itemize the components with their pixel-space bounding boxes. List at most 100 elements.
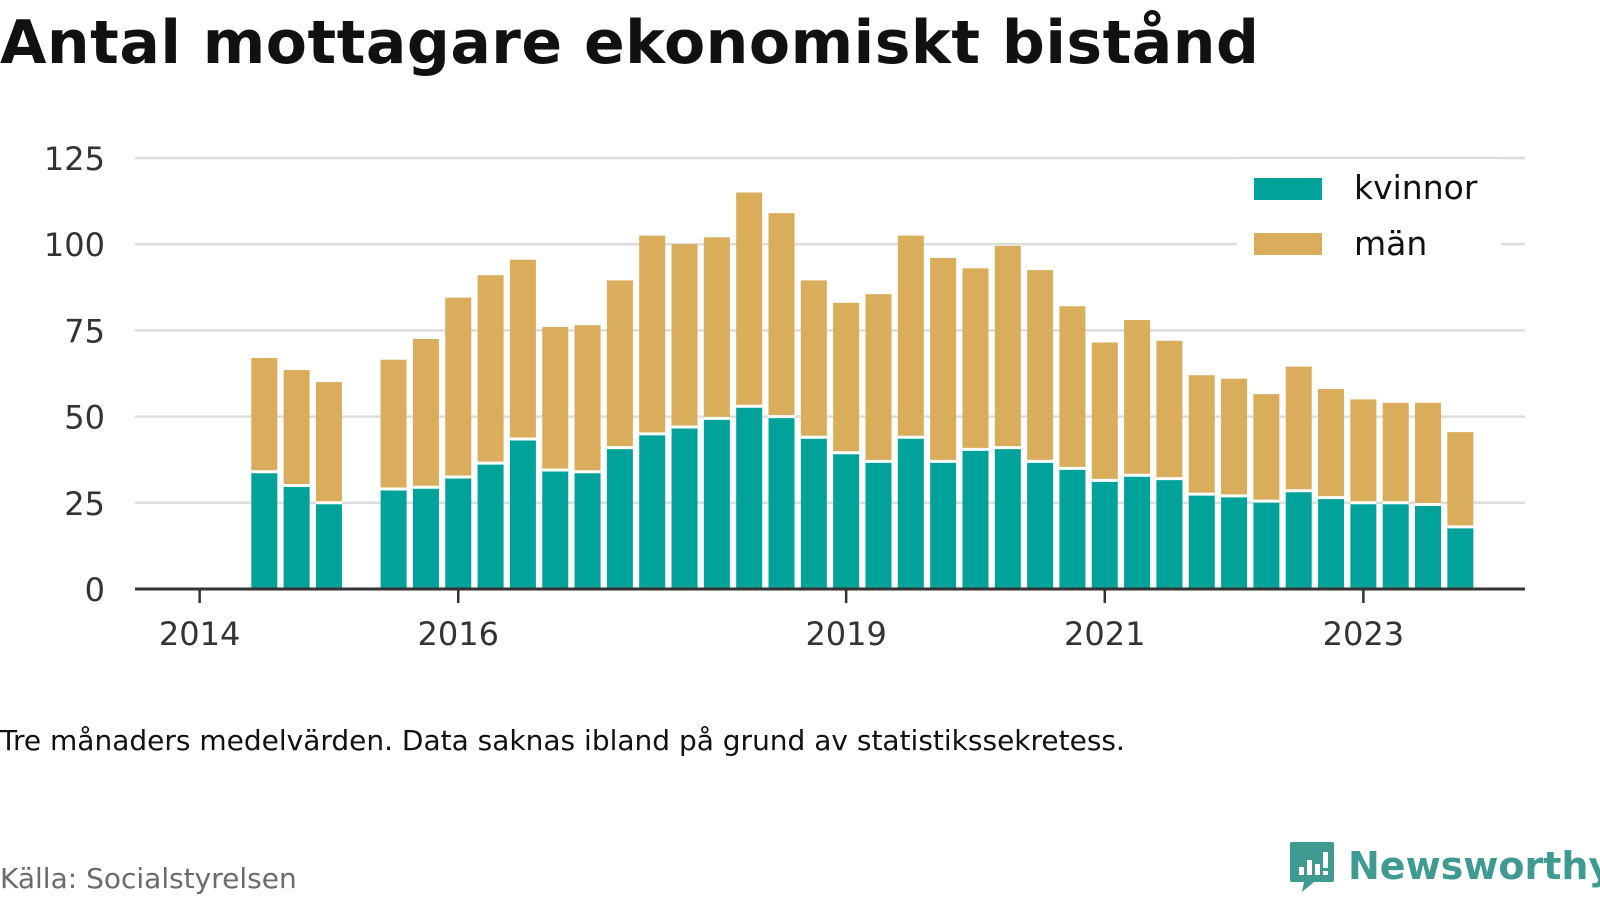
legend: kvinnor män bbox=[1237, 159, 1501, 267]
bar-kvinnor bbox=[930, 461, 957, 589]
bar-kvinnor bbox=[1221, 495, 1248, 589]
bar-kvinnor bbox=[639, 433, 666, 589]
bar-man bbox=[1285, 366, 1312, 491]
bar-man bbox=[509, 259, 536, 440]
legend-label-kvinnor: kvinnor bbox=[1354, 168, 1478, 207]
bar-kvinnor bbox=[574, 471, 601, 589]
bar-man bbox=[639, 235, 666, 434]
bar-kvinnor bbox=[994, 447, 1021, 589]
y-tick-label: 0 bbox=[85, 571, 105, 609]
bar-kvinnor bbox=[736, 406, 763, 589]
bar-kvinnor bbox=[1124, 475, 1151, 589]
x-tick-label: 2014 bbox=[159, 615, 240, 653]
bar-kvinnor bbox=[962, 449, 989, 589]
x-tick-label: 2023 bbox=[1323, 615, 1404, 653]
bar-kvinnor bbox=[1318, 497, 1345, 589]
bar-kvinnor bbox=[800, 437, 827, 589]
bar-kvinnor bbox=[477, 463, 504, 589]
brand-name: Newsworthy bbox=[1348, 844, 1600, 888]
newsworthy-logo-icon bbox=[1290, 842, 1334, 892]
bar-chart: 0 25 50 75 100 125 2014 2016 2019 2021 2023 kvinn… bbox=[44, 140, 1525, 653]
bar-man bbox=[736, 192, 763, 407]
bar-man bbox=[1221, 378, 1248, 496]
bar-kvinnor bbox=[315, 502, 342, 589]
x-tick-label: 2019 bbox=[805, 615, 886, 653]
y-axis: 0 25 50 75 100 125 bbox=[44, 140, 105, 609]
bar-man bbox=[1382, 402, 1409, 503]
bar-kvinnor bbox=[1059, 468, 1086, 589]
bar-man bbox=[574, 325, 601, 472]
bar-man bbox=[542, 326, 569, 471]
y-tick-label: 25 bbox=[64, 485, 105, 523]
bar-kvinnor bbox=[380, 489, 407, 589]
x-tick-label: 2021 bbox=[1064, 615, 1145, 653]
bar-man bbox=[1188, 375, 1215, 495]
bar-kvinnor bbox=[1415, 504, 1442, 589]
footnote: Tre månaders medelvärden. Data saknas ib… bbox=[0, 724, 1125, 757]
bar-kvinnor bbox=[1027, 461, 1054, 589]
bar-man bbox=[994, 245, 1021, 448]
legend-label-man: män bbox=[1354, 224, 1427, 263]
bar-man bbox=[283, 370, 310, 486]
bar-kvinnor bbox=[1188, 494, 1215, 589]
y-tick-label: 100 bbox=[44, 226, 105, 264]
bar-kvinnor bbox=[283, 485, 310, 589]
bar-man bbox=[315, 382, 342, 503]
bar-man bbox=[1447, 432, 1474, 527]
newsworthy-logo: Newsworthy bbox=[1288, 840, 1600, 892]
bar-man bbox=[1318, 389, 1345, 498]
x-tick-label: 2016 bbox=[418, 615, 499, 653]
bar-man bbox=[1350, 399, 1377, 503]
bar-kvinnor bbox=[1447, 526, 1474, 589]
source-label: Källa: Socialstyrelsen bbox=[0, 862, 297, 895]
bar-kvinnor bbox=[768, 416, 795, 589]
bar-kvinnor bbox=[833, 452, 860, 589]
bar-man bbox=[1253, 394, 1280, 502]
bar-man bbox=[1156, 340, 1183, 479]
x-axis: 2014 2016 2019 2021 2023 bbox=[135, 587, 1525, 653]
bar-kvinnor bbox=[509, 439, 536, 589]
bar-kvinnor bbox=[703, 418, 730, 589]
bar-kvinnor bbox=[1350, 502, 1377, 589]
bar-man bbox=[1415, 402, 1442, 505]
bar-man bbox=[833, 302, 860, 453]
bar-man bbox=[703, 237, 730, 419]
bar-man bbox=[930, 257, 957, 462]
bar-man bbox=[412, 339, 439, 488]
bar-kvinnor bbox=[1285, 490, 1312, 589]
bar-kvinnor bbox=[251, 471, 278, 589]
bar-man bbox=[1027, 270, 1054, 462]
bar-man bbox=[477, 275, 504, 464]
y-tick-label: 50 bbox=[64, 399, 105, 437]
bar-kvinnor bbox=[1253, 501, 1280, 589]
bar-man bbox=[962, 268, 989, 450]
bar-man bbox=[1124, 320, 1151, 476]
bar-kvinnor bbox=[606, 447, 633, 589]
bar-kvinnor bbox=[1156, 478, 1183, 589]
bar-man bbox=[445, 297, 472, 477]
bar-man bbox=[1091, 342, 1118, 481]
bar-man bbox=[768, 213, 795, 417]
y-tick-label: 75 bbox=[64, 312, 105, 350]
legend-swatch-man bbox=[1254, 233, 1322, 255]
bar-kvinnor bbox=[671, 426, 698, 589]
bar-man bbox=[1059, 306, 1086, 469]
bar-man bbox=[380, 359, 407, 490]
bar-kvinnor bbox=[412, 487, 439, 589]
bar-man bbox=[251, 357, 278, 472]
bar-kvinnor bbox=[897, 437, 924, 589]
bar-kvinnor bbox=[445, 476, 472, 589]
bar-kvinnor bbox=[1091, 480, 1118, 589]
chart-title: Antal mottagare ekonomiskt bistånd bbox=[0, 8, 1260, 78]
y-tick-label: 125 bbox=[44, 140, 105, 178]
bar-man bbox=[865, 294, 892, 462]
bar-kvinnor bbox=[1382, 502, 1409, 589]
bar-man bbox=[671, 244, 698, 427]
bars bbox=[251, 192, 1474, 589]
bar-kvinnor bbox=[865, 461, 892, 589]
bar-man bbox=[897, 235, 924, 438]
bar-kvinnor bbox=[542, 470, 569, 589]
legend-swatch-kvinnor bbox=[1254, 178, 1322, 200]
bar-man bbox=[606, 280, 633, 448]
bar-man bbox=[800, 280, 827, 438]
